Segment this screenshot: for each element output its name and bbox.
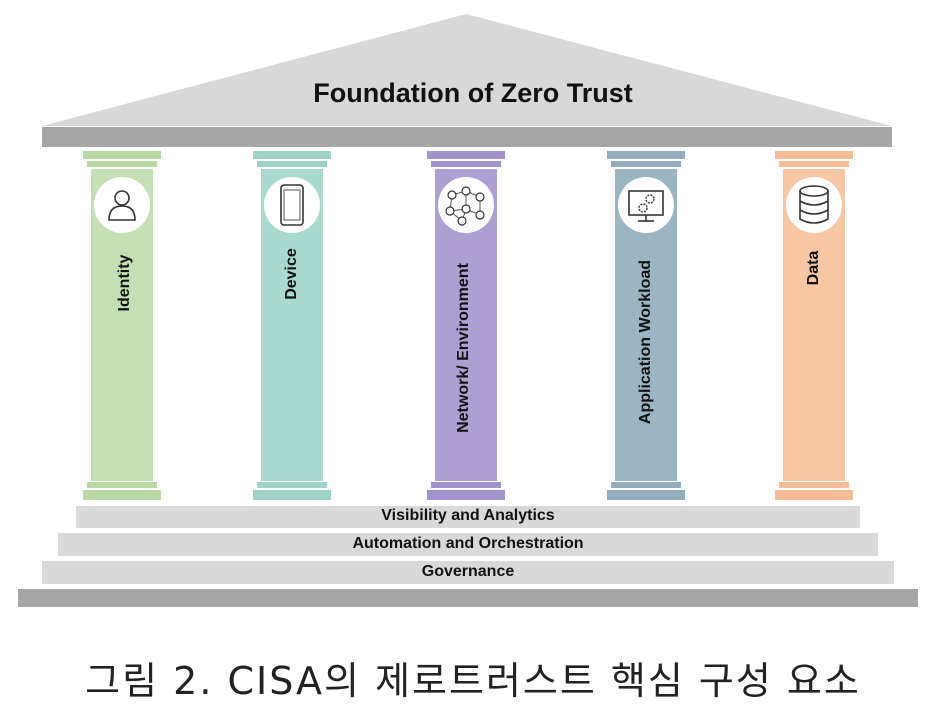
pillar-capital: [253, 151, 331, 159]
pillar-application-workload: [607, 151, 685, 500]
pillar-label-network-environment: Network/ Environment: [455, 263, 472, 433]
pillar-base: [775, 490, 853, 500]
step-visibility-analytics: [76, 506, 860, 528]
step-automation-orchestration: [58, 533, 878, 556]
pillar-capital: [257, 161, 327, 167]
pillar-label-application-workload: Application Workload: [637, 259, 654, 425]
pillar-capital: [87, 161, 157, 167]
pillar-base: [253, 490, 331, 500]
pillar-base: [83, 490, 161, 500]
pillar-network-environment: [427, 151, 505, 500]
pillar-identity: [83, 151, 161, 500]
pillar-device: [253, 151, 331, 500]
monitor-gears-icon: [628, 190, 664, 222]
pillar-label-device: Device: [283, 248, 300, 300]
icon-circle: [264, 177, 320, 233]
figure-caption: 그림 2. CISA의 제로트러스트 핵심 구성 요소: [85, 659, 861, 703]
pillar-base: [87, 482, 157, 488]
pillar-capital: [779, 161, 849, 167]
roof: [42, 14, 892, 126]
pillar-base: [779, 482, 849, 488]
pillar-capital: [611, 161, 681, 167]
pillar-base: [611, 482, 681, 488]
pillar-label-data: Data: [805, 250, 822, 286]
pillar-label-identity: Identity: [116, 254, 133, 312]
pillar-base: [257, 482, 327, 488]
foundation-visibility-analytics: Visibility and Analytics: [381, 507, 555, 524]
pillar-capital: [83, 151, 161, 159]
database-icon: [799, 185, 829, 224]
pillar-capital: [775, 151, 853, 159]
icon-circle: [618, 177, 674, 233]
network-nodes-icon: [445, 186, 485, 226]
foundation-automation-orchestration: Automation and Orchestration: [352, 535, 584, 552]
pillar-capital: [607, 151, 685, 159]
pillar-data: [775, 151, 853, 500]
person-icon: [108, 190, 136, 221]
pillar-base: [607, 490, 685, 500]
pillar-capital: [427, 151, 505, 159]
foundation-governance: Governance: [421, 563, 515, 580]
base-slab: [18, 589, 918, 607]
step-governance: [42, 561, 894, 584]
diagram-title: Foundation of Zero Trust: [313, 78, 633, 108]
pillar-capital: [431, 161, 501, 167]
mobile-phone-icon: [280, 184, 304, 226]
pillar-base: [427, 490, 505, 500]
pillar-base: [431, 482, 501, 488]
roof-beam: [42, 127, 892, 147]
